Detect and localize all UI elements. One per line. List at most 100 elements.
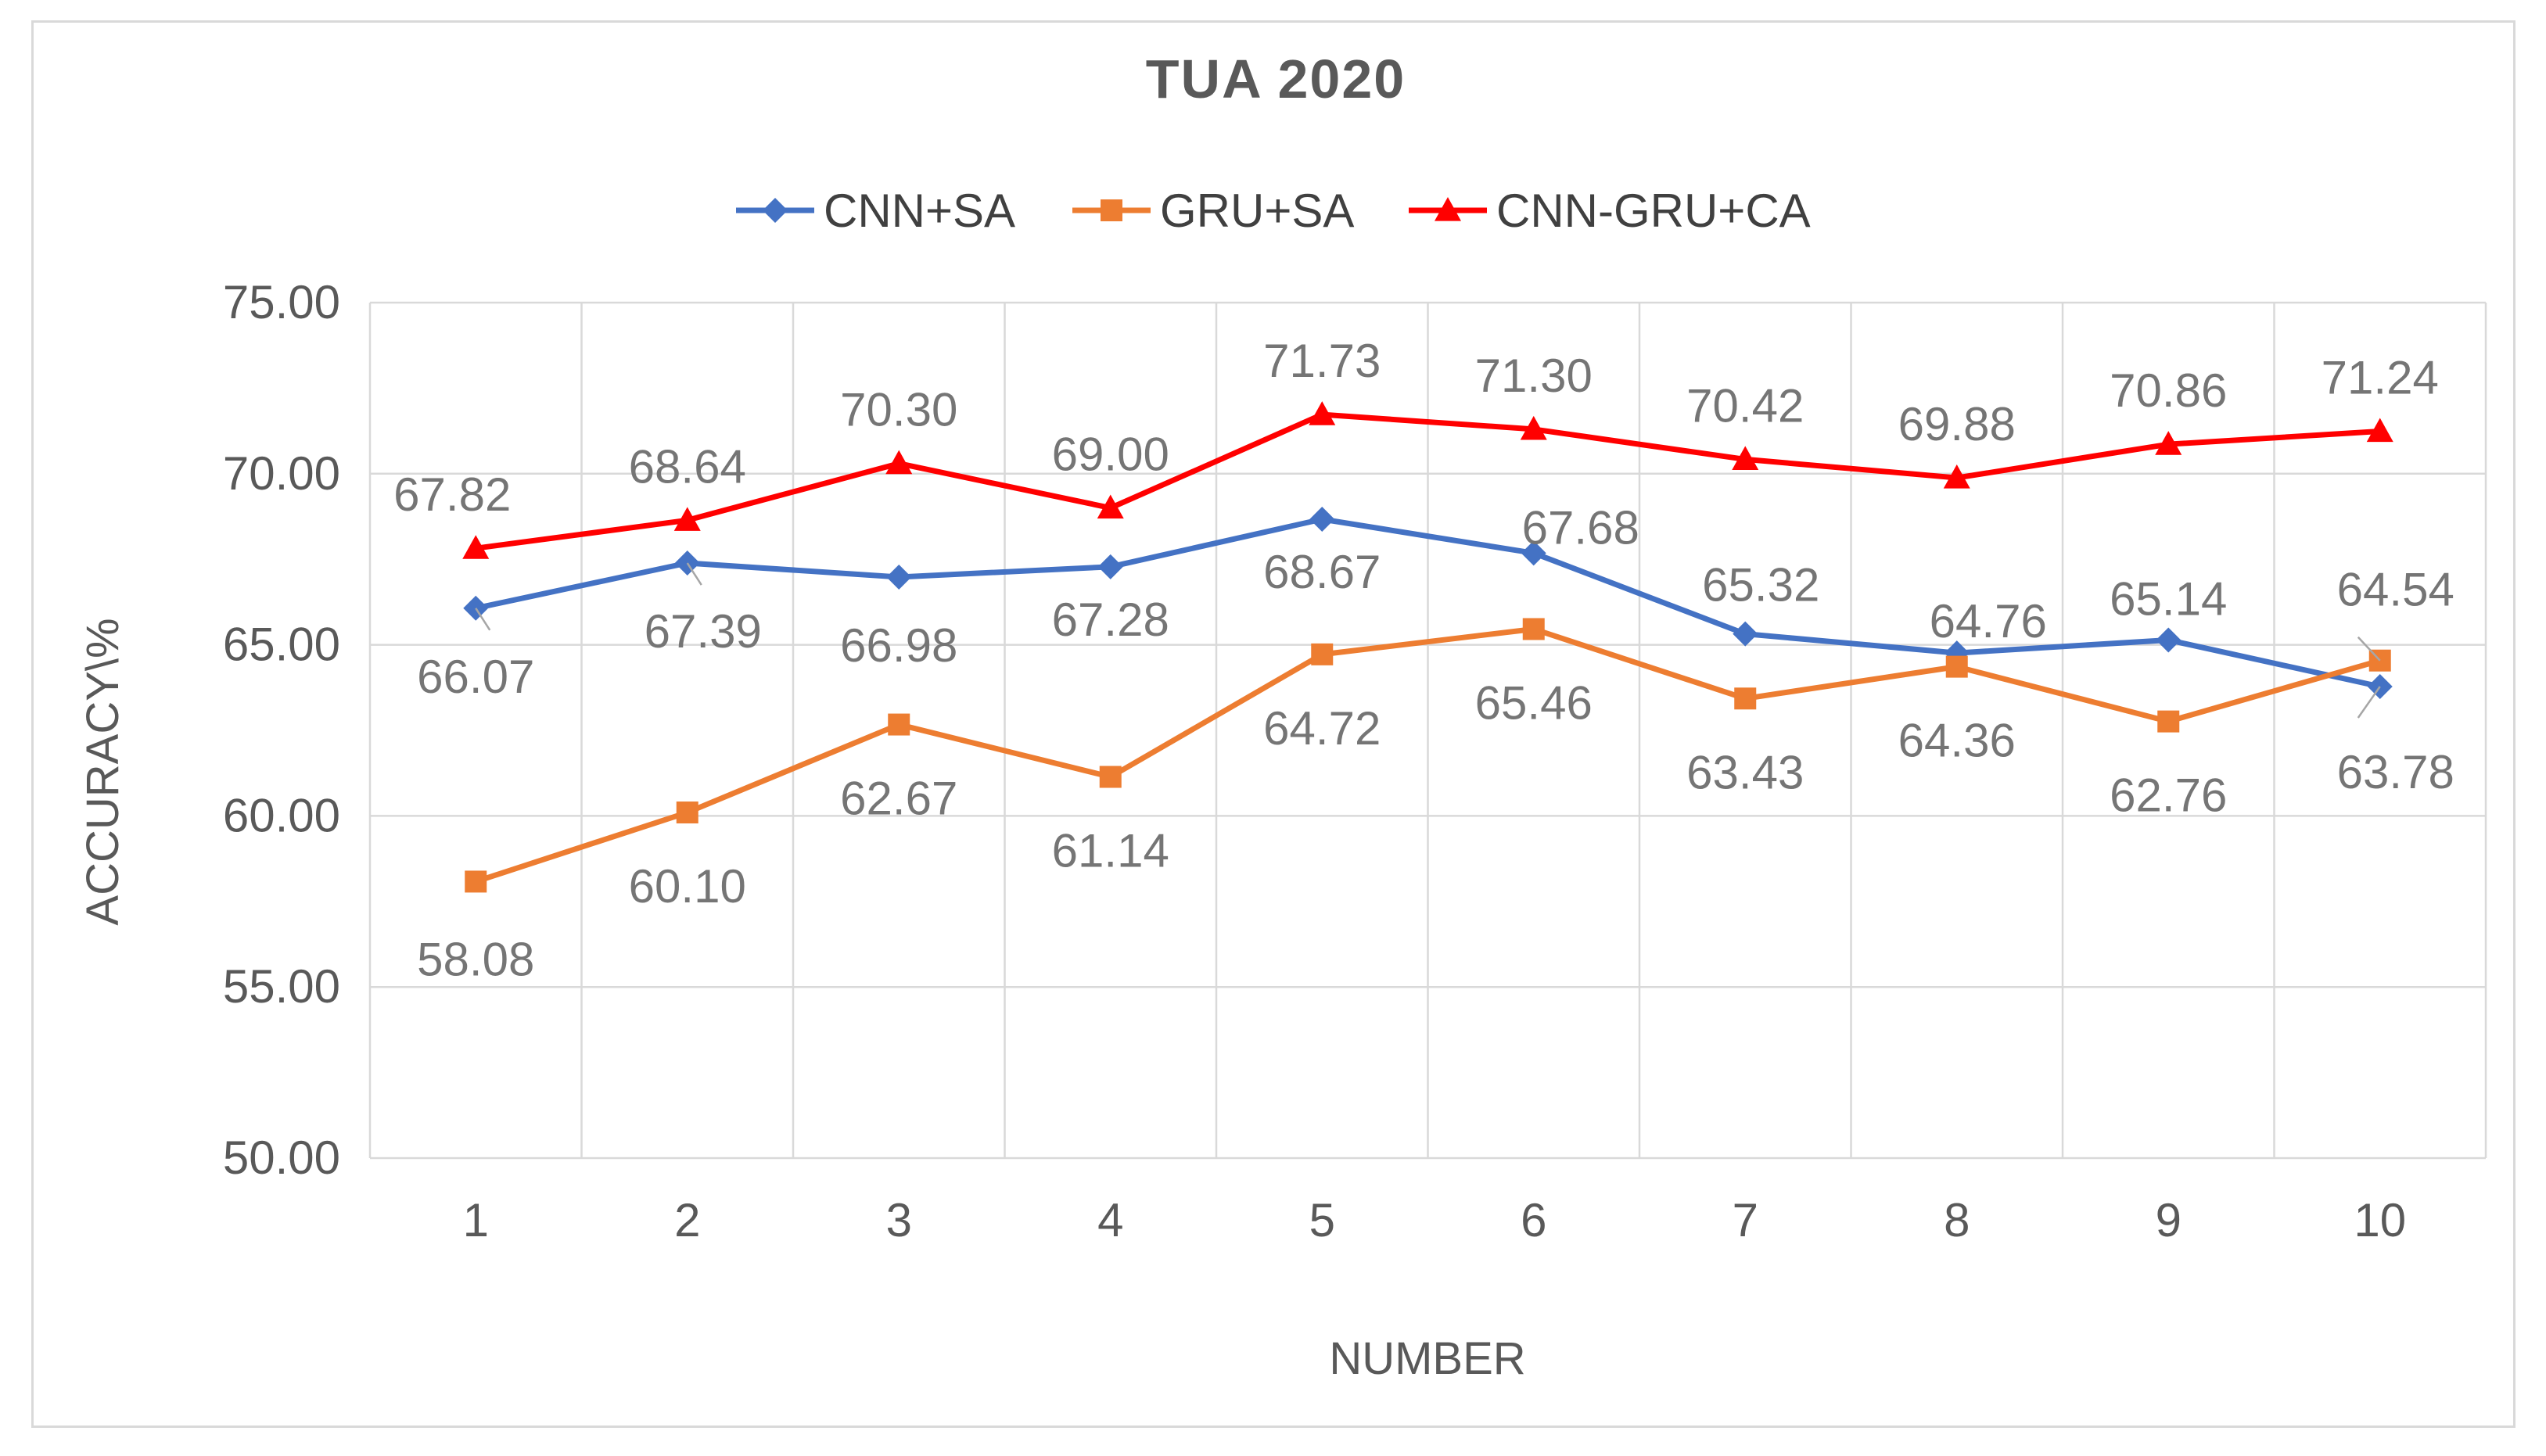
data-point xyxy=(2366,418,2393,443)
data-label: 68.64 xyxy=(629,440,746,493)
x-tick-label: 9 xyxy=(2156,1194,2182,1246)
x-axis-ticks: 1 2 3 4 5 6 7 8 9 10 xyxy=(463,1194,2407,1246)
data-point xyxy=(1522,618,1545,640)
legend-label: CNN-GRU+CA xyxy=(1496,185,1811,237)
x-tick-label: 8 xyxy=(1944,1194,1970,1246)
data-point xyxy=(886,564,912,590)
data-label: 71.24 xyxy=(2322,352,2439,404)
data-label: 67.82 xyxy=(393,468,511,521)
data-point xyxy=(1733,621,1758,647)
x-tick-label: 2 xyxy=(674,1194,700,1246)
data-point xyxy=(676,802,698,824)
x-tick-label: 1 xyxy=(463,1194,489,1246)
x-tick-label: 6 xyxy=(1521,1194,1546,1246)
data-label: 65.46 xyxy=(1475,676,1593,729)
y-tick-label: 50.00 xyxy=(223,1131,340,1184)
legend-item: CNN-GRU+CA xyxy=(1409,185,1811,237)
x-tick-label: 4 xyxy=(1097,1194,1123,1246)
data-point xyxy=(2155,431,2182,455)
data-label: 67.68 xyxy=(1522,501,1639,554)
legend-marker xyxy=(1101,199,1122,221)
data-label: 63.43 xyxy=(1686,746,1804,798)
x-tick-label: 7 xyxy=(1733,1194,1758,1246)
data-label: 69.00 xyxy=(1052,429,1169,481)
data-point xyxy=(673,507,701,531)
y-tick-label: 70.00 xyxy=(223,447,340,500)
data-label: 70.42 xyxy=(1686,379,1804,432)
legend: CNN+SA GRU+SA CNN-GRU+CA xyxy=(736,185,1811,237)
data-point xyxy=(1311,643,1334,665)
data-label: 64.36 xyxy=(1898,715,2016,767)
data-label: 67.39 xyxy=(645,605,762,658)
data-label: 62.76 xyxy=(2110,769,2227,822)
series-group xyxy=(462,401,2393,893)
y-tick-label: 65.00 xyxy=(223,619,340,671)
data-label: 63.78 xyxy=(2337,746,2454,798)
y-tick-label: 55.00 xyxy=(223,960,340,1013)
data-point xyxy=(465,870,487,893)
data-label: 66.07 xyxy=(417,651,534,703)
data-label: 70.30 xyxy=(840,384,957,436)
data-point xyxy=(1099,766,1122,788)
data-point xyxy=(1309,401,1336,425)
series-line xyxy=(475,411,2380,551)
data-point xyxy=(1097,554,1123,579)
y-tick-label: 75.00 xyxy=(223,276,340,328)
data-point xyxy=(1945,655,1968,678)
data-label: 64.54 xyxy=(2337,564,2454,616)
data-point xyxy=(888,713,910,736)
data-label: 64.72 xyxy=(1263,702,1381,755)
x-tick-label: 10 xyxy=(2354,1194,2406,1246)
line-chart: TUA 2020 CNN+SA GRU+SA CNN-GRU+CA 50.00 55.… xyxy=(77,48,2487,1384)
data-point xyxy=(1520,415,1547,440)
y-axis-label: ACCURACY\% xyxy=(77,618,128,925)
data-label: 67.28 xyxy=(1052,594,1169,646)
data-label: 65.14 xyxy=(2110,572,2227,625)
series-cnn-sa xyxy=(463,507,2393,699)
legend-label: CNN+SA xyxy=(824,185,1015,237)
x-tick-label: 5 xyxy=(1309,1194,1335,1246)
data-label: 71.30 xyxy=(1475,350,1593,402)
data-point xyxy=(885,450,913,475)
series-line xyxy=(475,516,2381,690)
data-label: 61.14 xyxy=(1052,825,1169,877)
data-point xyxy=(1943,464,1970,489)
data-label: 71.73 xyxy=(1263,335,1381,387)
label-leader-line xyxy=(2357,636,2381,662)
data-label: 60.10 xyxy=(629,860,746,913)
data-label: 69.88 xyxy=(1898,398,2016,450)
data-label: 58.08 xyxy=(417,933,534,985)
data-labels: 66.07 67.39 66.98 67.28 68.67 67.68 65.32 64.76… xyxy=(393,335,2454,985)
data-point xyxy=(1097,494,1124,519)
y-tick-label: 60.00 xyxy=(223,789,340,841)
data-point xyxy=(1521,540,1546,566)
data-point xyxy=(462,535,490,559)
data-point xyxy=(2156,627,2182,653)
data-point xyxy=(2157,710,2180,733)
y-axis-ticks: 50.00 55.00 60.00 65.00 70.00 75.00 xyxy=(223,276,340,1184)
chart-title: TUA 2020 xyxy=(1146,48,1406,109)
legend-item: GRU+SA xyxy=(1072,185,1354,237)
legend-marker xyxy=(763,198,788,223)
x-tick-label: 3 xyxy=(886,1194,912,1246)
data-label: 62.67 xyxy=(840,773,957,825)
label-leader-line xyxy=(686,562,702,586)
data-point xyxy=(1732,446,1759,471)
label-leader-line xyxy=(475,608,491,631)
label-leader-line xyxy=(2357,686,2381,719)
data-point xyxy=(1734,687,1757,710)
gridlines xyxy=(368,301,2487,1160)
chart-frame: TUA 2020 CNN+SA GRU+SA CNN-GRU+CA 50.00 55.… xyxy=(31,20,2515,1428)
data-label: 68.67 xyxy=(1263,546,1381,598)
series-line xyxy=(475,626,2381,884)
data-label: 65.32 xyxy=(1702,559,1819,611)
legend-marker xyxy=(1435,197,1461,221)
data-label: 70.86 xyxy=(2110,364,2227,417)
series-cnn-gru-ca xyxy=(462,401,2393,559)
data-point xyxy=(1309,507,1335,533)
data-label: 66.98 xyxy=(840,619,957,672)
legend-label: GRU+SA xyxy=(1160,185,1354,237)
data-label: 64.76 xyxy=(1930,595,2047,647)
x-axis-label: NUMBER xyxy=(1329,1333,1525,1384)
legend-item: CNN+SA xyxy=(736,185,1015,237)
